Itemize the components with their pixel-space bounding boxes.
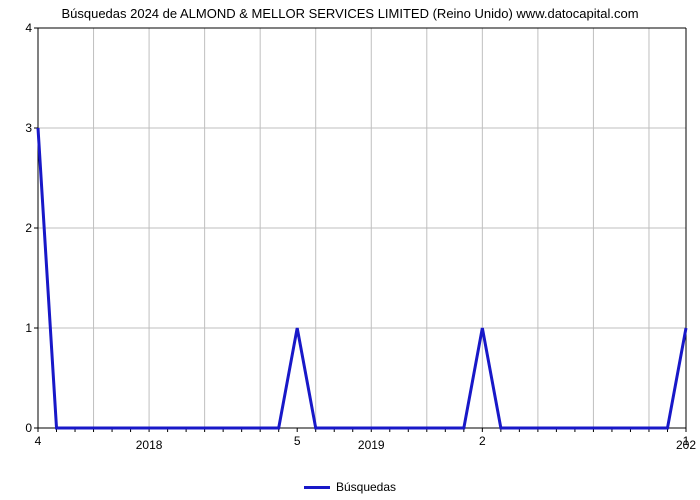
ytick-label: 0: [4, 421, 32, 435]
ytick-label: 4: [4, 21, 32, 35]
ytick-label: 2: [4, 221, 32, 235]
x-count-label: 5: [294, 434, 301, 448]
x-count-label: 1: [683, 434, 690, 448]
series-line: [38, 128, 686, 428]
legend-label: Búsquedas: [336, 480, 396, 494]
plot-svg: [38, 28, 686, 428]
x-count-label: 2: [479, 434, 486, 448]
x-year-label: 2018: [136, 438, 163, 452]
x-count-label: 4: [35, 434, 42, 448]
chart-container: Búsquedas 2024 de ALMOND & MELLOR SERVIC…: [0, 0, 700, 500]
ytick-label: 3: [4, 121, 32, 135]
legend: Búsquedas: [0, 479, 700, 494]
x-year-label: 2019: [358, 438, 385, 452]
plot-area: [38, 28, 686, 428]
chart-title: Búsquedas 2024 de ALMOND & MELLOR SERVIC…: [0, 6, 700, 21]
legend-swatch: [304, 486, 330, 489]
ytick-label: 1: [4, 321, 32, 335]
